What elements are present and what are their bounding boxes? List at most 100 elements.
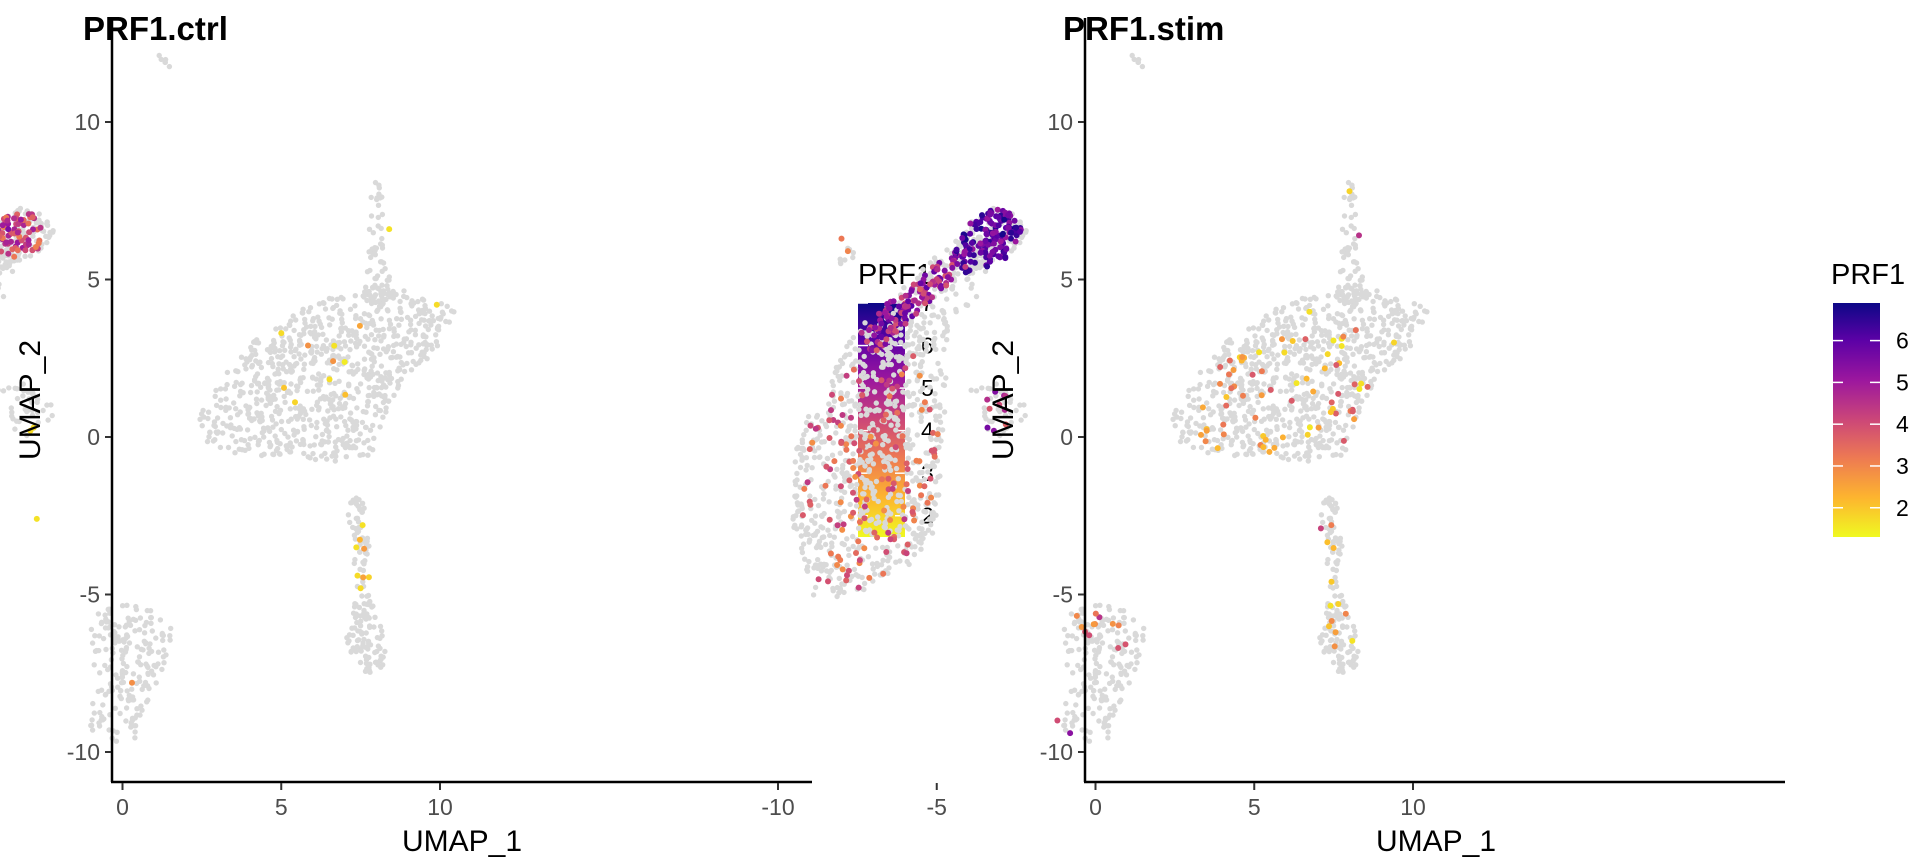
cell-point	[132, 723, 139, 729]
cell-point	[313, 343, 320, 350]
cell-point	[268, 343, 274, 350]
cell-point	[310, 388, 316, 394]
cell-point	[354, 529, 360, 536]
cell-point	[312, 456, 319, 463]
cell-point	[814, 414, 820, 420]
cell-point	[1220, 436, 1226, 442]
cell-point	[0, 281, 2, 287]
cell-point	[309, 406, 315, 412]
cell-point	[1343, 230, 1350, 236]
cell-point	[1198, 444, 1205, 451]
cell-point	[1403, 318, 1410, 324]
cell-point	[922, 509, 929, 515]
cell-point	[1103, 671, 1110, 677]
y-axis-title: UMAP_2	[14, 340, 47, 460]
cell-point	[1388, 298, 1394, 305]
cell-point	[126, 640, 133, 646]
cell-point	[1314, 339, 1321, 345]
cell-point	[850, 379, 856, 386]
cell-point	[235, 368, 241, 375]
cell-point	[288, 381, 294, 387]
cell-point	[231, 425, 237, 432]
cell-point	[291, 432, 297, 438]
cell-point	[1267, 360, 1273, 367]
cell-point	[1074, 716, 1080, 722]
cell-point	[1303, 404, 1309, 410]
cell-point	[792, 459, 798, 465]
cell-point	[799, 457, 805, 463]
cell-point	[855, 525, 862, 531]
cell-point	[356, 604, 363, 611]
cell-point	[1253, 381, 1260, 387]
cell-point	[868, 485, 874, 491]
expressing-cell-point	[281, 384, 287, 391]
cell-point	[1075, 662, 1081, 669]
cell-point	[379, 211, 386, 218]
cell-point	[0, 259, 2, 264]
cell-point	[793, 494, 799, 500]
cell-point	[287, 449, 294, 455]
cell-point	[880, 433, 886, 440]
cell-point	[1201, 422, 1207, 428]
cell-point	[1315, 400, 1322, 407]
cell-point	[119, 674, 125, 681]
cell-point	[1187, 415, 1194, 421]
cell-point	[791, 524, 797, 530]
cell-point	[1338, 452, 1344, 458]
cell-point	[49, 412, 55, 419]
cell-point	[398, 376, 404, 382]
cell-point	[977, 234, 983, 240]
cell-point	[167, 637, 173, 643]
cell-point	[1394, 350, 1400, 356]
cell-point	[366, 349, 372, 355]
cell-point	[379, 268, 385, 274]
expressing-cells	[799, 188, 1397, 737]
cell-point	[353, 648, 359, 655]
cell-point	[364, 297, 370, 304]
cell-point	[162, 59, 168, 65]
cell-point	[366, 320, 373, 327]
cell-point	[1269, 342, 1276, 348]
cell-point	[253, 358, 259, 364]
cell-point	[955, 271, 961, 277]
cell-point	[378, 225, 384, 232]
cell-point	[1241, 343, 1247, 350]
cell-point	[248, 382, 255, 389]
cell-point	[434, 343, 441, 349]
cell-point	[236, 446, 242, 452]
cell-point	[918, 418, 924, 424]
cell-point	[1296, 348, 1303, 354]
cell-point	[271, 392, 277, 398]
cell-point	[391, 392, 397, 398]
cell-point	[919, 526, 925, 532]
cell-point	[148, 614, 154, 621]
cell-point	[294, 360, 300, 367]
cell-point	[886, 455, 892, 461]
cell-point	[933, 403, 939, 409]
cell-point	[1381, 327, 1387, 333]
cell-point	[1299, 380, 1306, 386]
cell-point	[1277, 388, 1284, 394]
cell-point	[337, 395, 343, 402]
cell-point	[1011, 245, 1017, 251]
cell-point	[130, 671, 137, 677]
cell-point	[40, 407, 46, 414]
cell-point	[1221, 416, 1228, 422]
cell-point	[1261, 349, 1267, 355]
cell-point	[904, 403, 911, 410]
cell-point	[333, 444, 339, 450]
cell-point	[359, 593, 365, 599]
cell-point	[1332, 574, 1338, 581]
cell-point	[359, 500, 366, 506]
cell-point	[1140, 633, 1146, 639]
cell-point	[803, 527, 809, 533]
cell-point	[806, 558, 812, 565]
cell-point	[846, 552, 852, 559]
cell-point	[860, 510, 866, 516]
cell-point	[394, 333, 401, 339]
cell-point	[893, 354, 899, 360]
cell-point	[1315, 444, 1322, 451]
cell-point	[1096, 705, 1103, 711]
cell-point	[352, 303, 358, 309]
cell-point	[1338, 399, 1345, 405]
